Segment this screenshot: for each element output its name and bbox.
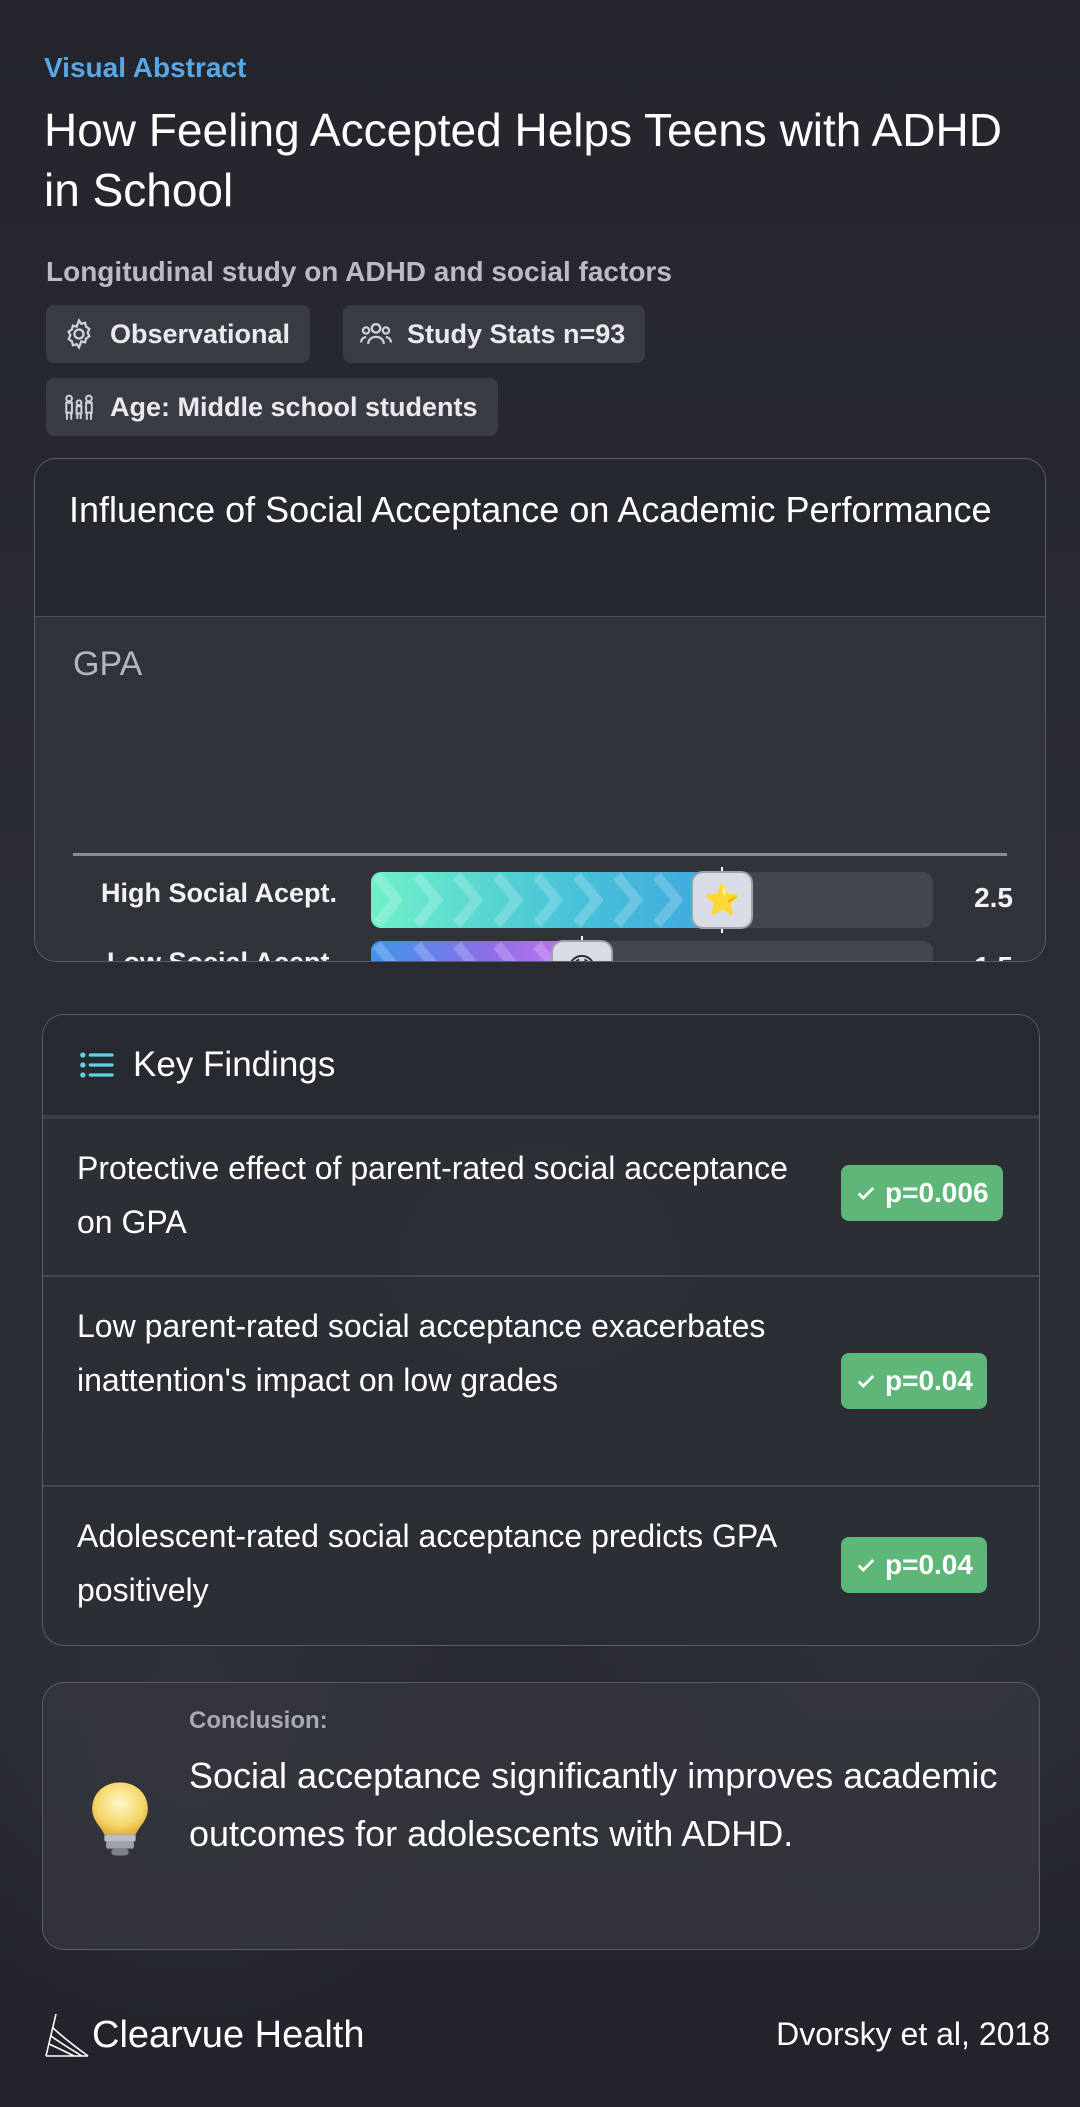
p-value-text: p=0.006 xyxy=(885,1177,989,1208)
tag-label: Age: Middle school students xyxy=(110,391,478,422)
chart-metric-label: GPA xyxy=(73,645,143,683)
bar-marker-low: 😞 xyxy=(550,940,613,961)
family-icon xyxy=(65,394,93,420)
brand-logo: Clearvue Health xyxy=(44,2012,364,2058)
bar-label-low: Low Social Acept. xyxy=(106,947,337,962)
chart-body: GPA High Social Acept. Low Social Acept. xyxy=(35,617,1045,962)
check-icon xyxy=(857,1186,875,1200)
bar-fill-high xyxy=(371,872,723,928)
lightbulb-icon xyxy=(92,1782,148,1856)
citation: Dvorsky et al, 2018 xyxy=(776,2016,1050,2052)
finding-row: Adolescent-rated social acceptance predi… xyxy=(43,1485,1039,1645)
p-value-text: p=0.04 xyxy=(885,1549,973,1580)
tag-label: Study Stats n=93 xyxy=(407,318,626,349)
tag-study-stats: Study Stats n=93 xyxy=(343,305,646,363)
finding-text: Adolescent-rated social acceptance predi… xyxy=(77,1518,776,1608)
brand-name: Clearvue Health xyxy=(92,2013,365,2056)
check-icon xyxy=(857,1558,875,1572)
bar-track-low xyxy=(371,941,933,961)
finding-row: Low parent-rated social acceptance exace… xyxy=(43,1275,1039,1485)
chart-card-header: Influence of Social Acceptance on Academ… xyxy=(35,459,1045,617)
findings-card: Key Findings Protective effect of parent… xyxy=(42,1014,1040,1646)
finding-row: Protective effect of parent-rated social… xyxy=(43,1119,1039,1275)
conclusion-label: Conclusion: xyxy=(189,1707,328,1734)
p-value-badge: p=0.006 xyxy=(841,1165,1003,1221)
finding-text: Low parent-rated social acceptance exace… xyxy=(77,1308,766,1398)
tag-study-type: Observational xyxy=(46,305,311,363)
bar-track-high xyxy=(371,872,933,928)
list-icon xyxy=(80,1052,114,1078)
conclusion-text: Social acceptance significantly improves… xyxy=(189,1755,998,1854)
conclusion-card: Conclusion: Social acceptance significan… xyxy=(42,1682,1040,1950)
logo-mark-icon xyxy=(45,2013,89,2057)
gear-icon xyxy=(67,318,91,350)
findings-title: Key Findings xyxy=(133,1045,336,1084)
bar-label-high: High Social Acept. xyxy=(100,878,337,908)
bar-value-high: 2.5 xyxy=(974,882,1013,913)
tag-label: Observational xyxy=(110,318,291,349)
p-value-badge: p=0.04 xyxy=(841,1537,987,1593)
chart-title: Influence of Social Acceptance on Academ… xyxy=(69,489,992,530)
chart-card: Influence of Social Acceptance on Academ… xyxy=(34,458,1046,962)
bar-fill-low xyxy=(371,941,582,961)
metric-underline xyxy=(73,853,1007,856)
people-icon xyxy=(359,322,393,345)
p-value-badge: p=0.04 xyxy=(841,1353,987,1409)
bar-value-low: 1.5 xyxy=(959,951,1013,961)
page-title: How Feeling Accepted Helps Teens with AD… xyxy=(44,104,1002,216)
tag-age-group: Age: Middle school students xyxy=(46,378,498,436)
page-subtitle: Longitudinal study on ADHD and social fa… xyxy=(46,256,672,287)
finding-text: Protective effect of parent-rated social… xyxy=(77,1150,788,1240)
bar-marker-high: ⭐ xyxy=(691,871,754,929)
findings-header: Key Findings xyxy=(43,1015,1039,1119)
check-icon xyxy=(857,1374,875,1388)
p-value-text: p=0.04 xyxy=(885,1365,973,1396)
eyebrow-label: Visual Abstract xyxy=(44,52,247,83)
